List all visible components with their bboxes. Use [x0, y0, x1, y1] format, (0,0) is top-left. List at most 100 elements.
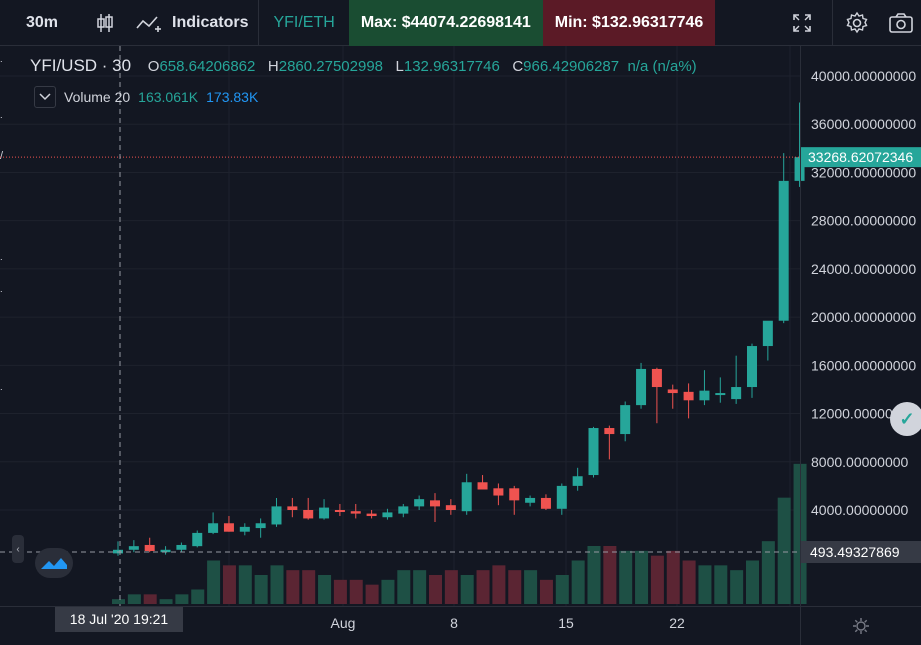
volume-bar: [746, 560, 759, 604]
indicators-label: Indicators: [172, 13, 249, 31]
crosshair-time-badge: [55, 606, 183, 632]
candle-body: [287, 506, 298, 510]
indicators-icon: [136, 15, 161, 32]
candle-body: [350, 511, 361, 514]
volume-value: 163.061K: [138, 89, 199, 105]
volume-bars: [112, 463, 807, 604]
candle-body: [556, 485, 567, 509]
strip-mark: ˙: [0, 290, 4, 302]
fullscreen-icon: [793, 13, 811, 32]
collapse-legend-button[interactable]: [34, 86, 56, 108]
crosshair-price-label: 493.49327869: [810, 544, 900, 560]
candle-body: [715, 393, 726, 396]
volume-bar: [492, 565, 506, 604]
candle-body: [160, 549, 171, 553]
candle-body: [604, 428, 615, 435]
price-tick-label: 12000.00000000: [811, 406, 916, 422]
sun-icon: [853, 618, 869, 634]
candle-body: [208, 523, 219, 533]
ohlc-legend: YFI/USD · 30 O658.64206862 H2860.2750299…: [30, 56, 697, 76]
candle-body: [477, 482, 488, 490]
price-tick-label: 36000.00000000: [811, 116, 916, 132]
candle-body: [223, 523, 234, 532]
volume-bar: [714, 565, 728, 604]
axis-settings-button[interactable]: [800, 606, 921, 645]
close-value: 966.42906287: [523, 58, 620, 75]
chart-type-button[interactable]: [84, 0, 126, 46]
indicators-button[interactable]: Indicators: [126, 0, 258, 46]
volume-bar: [286, 570, 300, 604]
volume-bar: [524, 570, 538, 604]
volume-bar: [397, 570, 411, 604]
chevron-left-icon: ‹: [16, 543, 20, 555]
candle-body: [192, 532, 203, 547]
candle-body: [128, 546, 139, 550]
price-tick-label: 16000.00000000: [811, 357, 916, 373]
volume-bar: [191, 589, 205, 604]
pair-selector[interactable]: YFI/ETH: [259, 0, 348, 46]
crosshair-price-badge: [800, 541, 921, 563]
candle-body: [620, 405, 631, 435]
toolbar-divider: [832, 0, 833, 46]
volume-bar: [682, 560, 696, 604]
price-tick-label: 32000.00000000: [811, 164, 916, 180]
strip-mark: ˙: [0, 116, 4, 128]
volume-bar: [381, 579, 395, 604]
last-price-label: 33268.62072346: [808, 149, 913, 165]
camera-icon: [889, 12, 913, 33]
candle-body: [493, 488, 504, 496]
candle-body: [525, 497, 536, 503]
change-value: n/a (n/a%): [627, 58, 697, 75]
candle-body: [572, 476, 583, 486]
volume-bar: [508, 570, 522, 604]
candle-body: [144, 544, 155, 551]
volume-bar: [603, 546, 617, 604]
max-price-badge: Max: $44074.22698141: [348, 0, 543, 46]
volume-bar: [698, 565, 712, 604]
expand-toolbar-handle[interactable]: ‹: [12, 535, 24, 563]
grid-layer: [0, 46, 800, 606]
time-tick-label: 22: [669, 615, 685, 631]
fullscreen-button[interactable]: [772, 0, 832, 46]
price-tick-label: 24000.00000000: [811, 261, 916, 277]
volume-bar: [476, 570, 490, 604]
price-axis[interactable]: [800, 46, 921, 606]
check-icon: ✓: [899, 408, 915, 429]
close-label: C: [512, 58, 524, 75]
volume-bar: [539, 579, 553, 604]
volume-bar: [112, 599, 125, 604]
tradingview-logo[interactable]: [35, 548, 73, 578]
drawing-toolbar-collapsed[interactable]: ˙ ˙ / ˙ ˙ ˙: [0, 46, 14, 606]
candle-body: [588, 428, 599, 476]
candle-body: [255, 523, 266, 529]
strip-mark: /: [0, 150, 4, 162]
volume-bar: [222, 565, 236, 604]
volume-bar: [730, 570, 744, 604]
volume-bar: [460, 575, 474, 604]
volume-bar: [207, 560, 221, 604]
volume-bar: [555, 575, 569, 604]
interval-selector[interactable]: 30m: [25, 13, 59, 31]
top-toolbar: 30m Indicators YFI/ETH Max: $44074.22698…: [0, 0, 921, 46]
candle-body: [430, 500, 440, 507]
candle-body: [747, 346, 757, 388]
candle-body: [509, 488, 520, 501]
candle-body: [683, 391, 694, 401]
screenshot-button[interactable]: [881, 0, 921, 46]
time-axis[interactable]: [0, 606, 800, 645]
price-tick-label: 8000.00000000: [811, 454, 909, 470]
strip-mark: ˙: [0, 388, 4, 400]
candle-body: [667, 389, 678, 394]
floating-action-button[interactable]: ✓: [890, 402, 921, 436]
price-tick-label: 4000.00000000: [811, 502, 909, 518]
volume-bar: [349, 579, 363, 604]
high-label: H: [267, 58, 279, 75]
candle-body: [303, 510, 314, 519]
price-tick-label: 28000.00000000: [811, 213, 916, 229]
settings-button[interactable]: [833, 0, 881, 46]
volume-label: Volume 20: [64, 89, 131, 105]
volume-bar: [175, 594, 189, 604]
toolbar-divider: [258, 0, 260, 46]
price-tick-label: 20000.00000000: [811, 309, 916, 325]
